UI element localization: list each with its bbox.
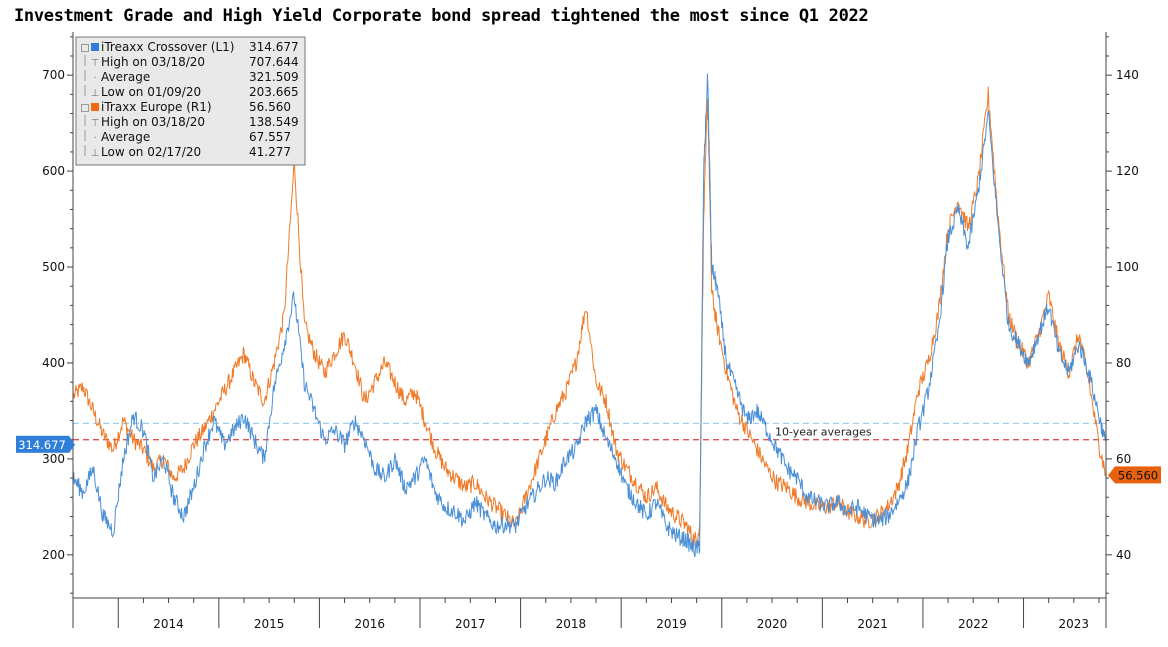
- left-tick-label: 500: [42, 260, 65, 274]
- right-last-value-badge: [1115, 466, 1161, 484]
- legend-stat-icon: ·: [93, 133, 96, 144]
- legend-value: 138.549: [249, 115, 299, 129]
- legend-value: 707.644: [249, 55, 299, 69]
- legend-color-swatch: [91, 103, 99, 111]
- left-last-value-badge: [16, 435, 69, 453]
- x-tick-label: 2019: [656, 617, 687, 631]
- chart-title: Investment Grade and High Yield Corporat…: [14, 6, 869, 26]
- value-labels: 314.677 56.560: [16, 435, 1161, 484]
- left-tick-label: 200: [42, 548, 65, 562]
- right-tick-label: 120: [1116, 164, 1139, 178]
- legend-label: iTraxx Europe (R1): [101, 100, 212, 114]
- series-line-itraxx-europe: [72, 86, 1106, 546]
- right-last-value-pointer: [1108, 466, 1115, 484]
- legend-value: 41.277: [249, 145, 291, 159]
- right-tick-label: 60: [1116, 452, 1131, 466]
- average-lines: 10-year averages: [73, 422, 1106, 441]
- legend-tree-icon: [81, 104, 89, 112]
- legend-stat-icon: ⊤: [91, 118, 100, 129]
- left-last-value-label: 314.677: [18, 438, 66, 452]
- legend-stat-icon: ⊤: [91, 58, 100, 69]
- x-tick-label: 2016: [354, 617, 385, 631]
- axes: 200 300 400 500 600 700 40 60 80 100 120 140 2014 201…: [42, 32, 1139, 631]
- legend-label: High on 03/18/20: [101, 55, 205, 69]
- annotation-10-year-averages: 10-year averages: [775, 426, 872, 439]
- legend-label: Average: [101, 130, 150, 144]
- x-tick-label: 2014: [153, 617, 184, 631]
- x-tick-label: 2015: [254, 617, 285, 631]
- left-tick-label: 300: [42, 452, 65, 466]
- legend-tree-icon: [81, 44, 89, 52]
- x-tick-label: 2020: [757, 617, 788, 631]
- x-tick-label: 2023: [1059, 617, 1090, 631]
- right-last-value-label: 56.560: [1118, 468, 1158, 482]
- x-tick-label: 2021: [857, 617, 888, 631]
- legend-stat-icon: ⊥: [91, 88, 100, 99]
- left-last-value-pointer: [69, 435, 75, 453]
- left-tick-label: 600: [42, 164, 65, 178]
- left-tick-label: 700: [42, 68, 65, 82]
- legend-label: Low on 01/09/20: [101, 85, 201, 99]
- legend-value: 56.560: [249, 100, 291, 114]
- right-tick-label: 40: [1116, 548, 1131, 562]
- series-lines: [72, 73, 1107, 558]
- legend-color-swatch: [91, 43, 99, 51]
- right-tick-label: 80: [1116, 356, 1131, 370]
- left-tick-label: 400: [42, 356, 65, 370]
- legend-label: Low on 02/17/20: [101, 145, 201, 159]
- x-tick-label: 2022: [958, 617, 989, 631]
- legend-label: High on 03/18/20: [101, 115, 205, 129]
- legend-value: 314.677: [249, 40, 299, 54]
- legend-label: Average: [101, 70, 150, 84]
- legend-value: 67.557: [249, 130, 291, 144]
- legend-stat-icon: ⊥: [91, 148, 100, 159]
- legend: iTreaxx Crossover (L1) 314.677⊤ High on 03…: [75, 36, 306, 166]
- legend-label: iTreaxx Crossover (L1): [101, 40, 234, 54]
- series-line-itraxx-crossover: [72, 73, 1107, 558]
- legend-value: 203.665: [249, 85, 299, 99]
- legend-stat-icon: ·: [93, 73, 96, 84]
- x-tick-label: 2017: [455, 617, 486, 631]
- x-tick-label: 2018: [556, 617, 587, 631]
- right-tick-label: 100: [1116, 260, 1139, 274]
- legend-value: 321.509: [249, 70, 299, 84]
- legend-box: [75, 36, 306, 166]
- right-tick-label: 140: [1116, 68, 1139, 82]
